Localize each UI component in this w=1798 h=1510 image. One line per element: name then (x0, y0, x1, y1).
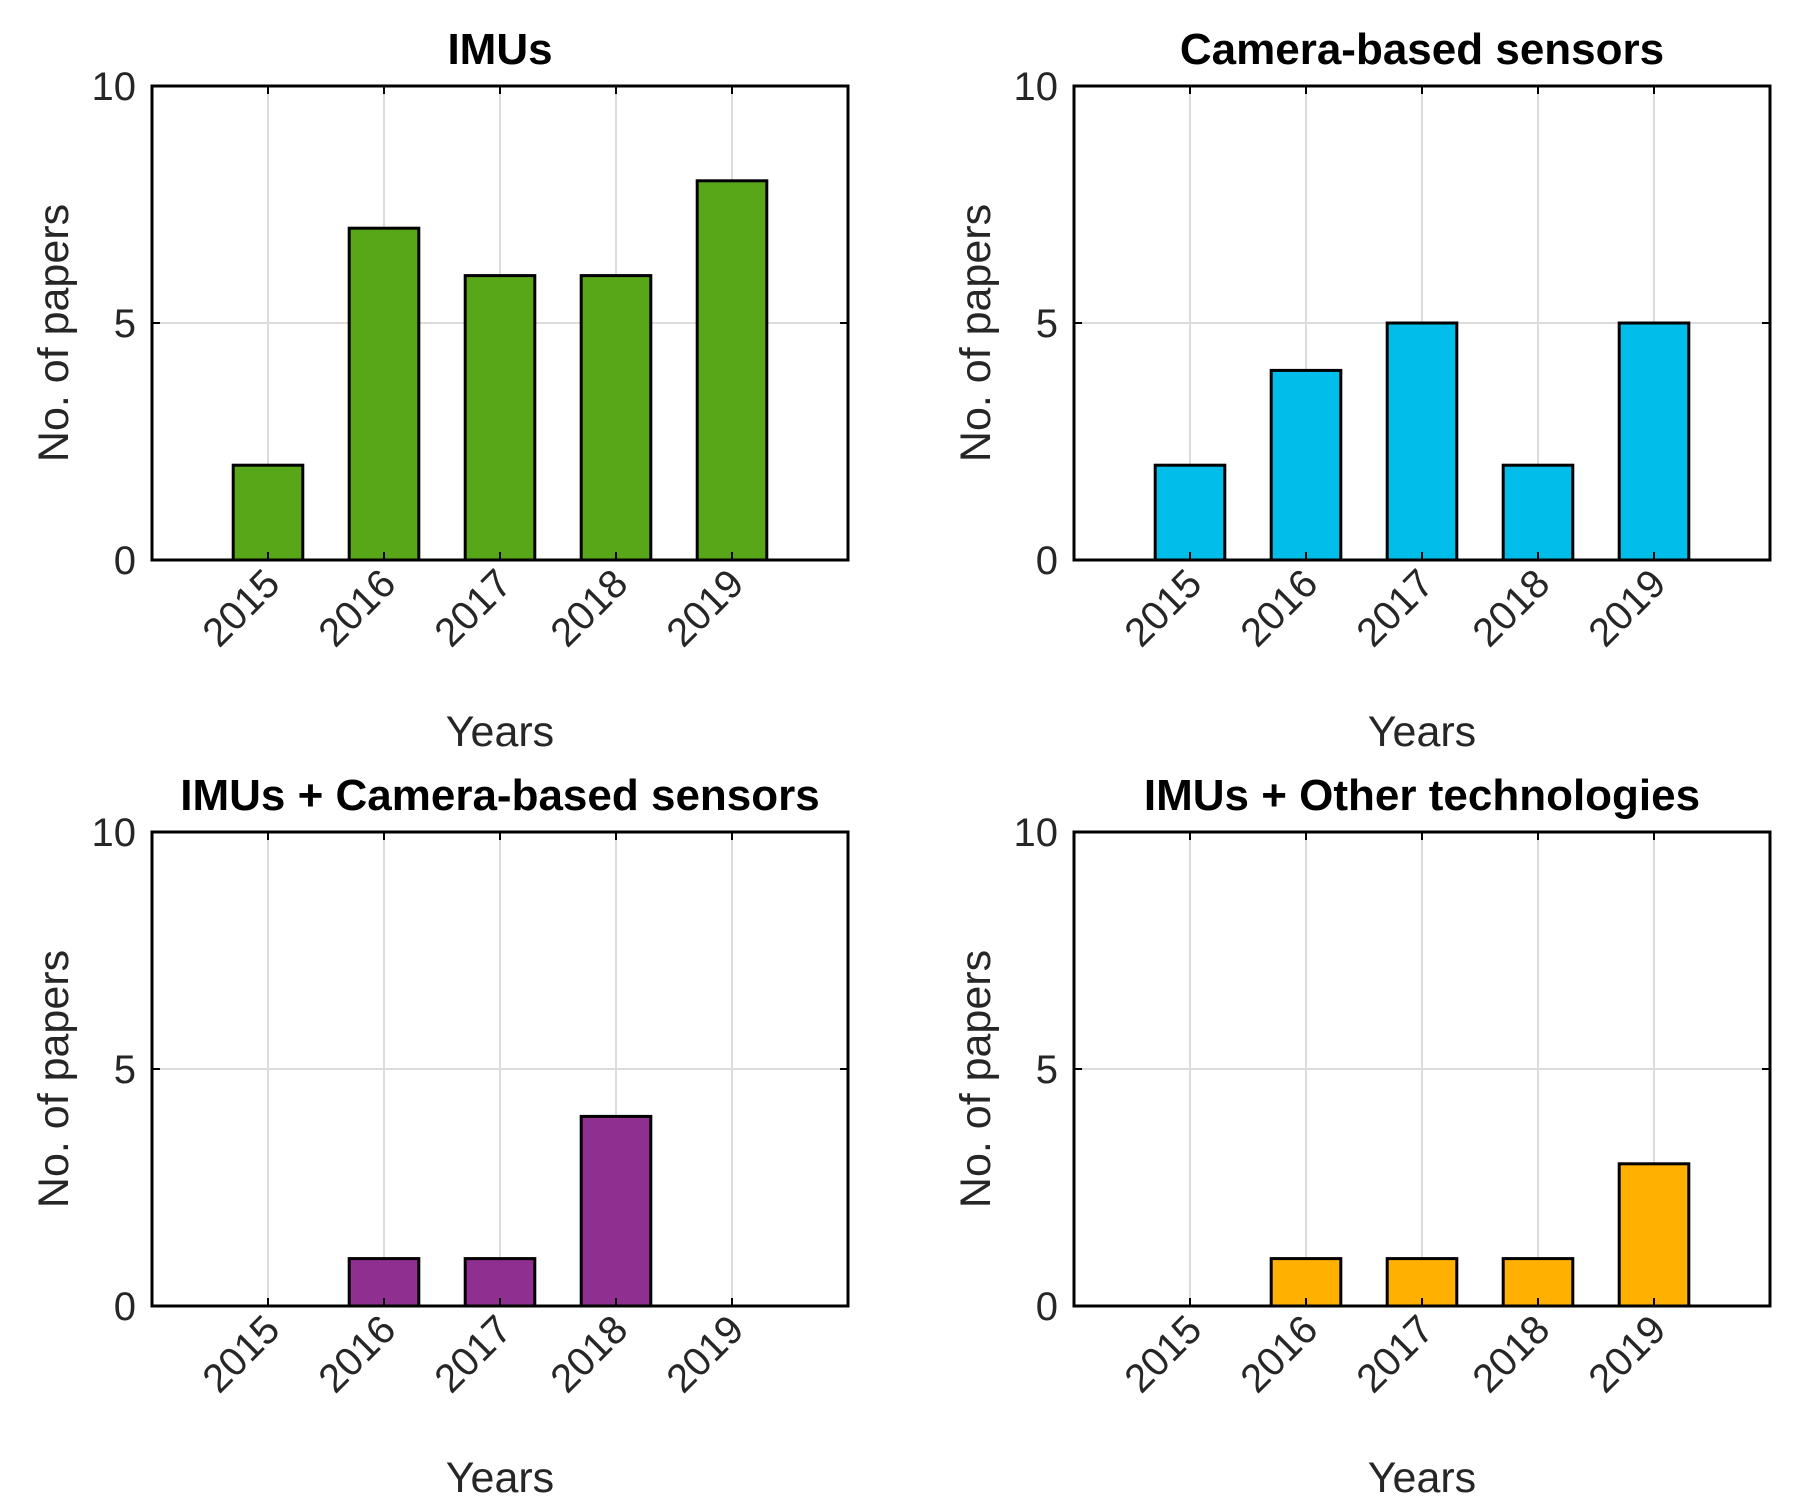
x-tick-label-2015: 2015 (1116, 561, 1210, 655)
x-tick-label-2016: 2016 (1232, 1307, 1326, 1401)
y-tick-label: 10 (92, 811, 137, 855)
chart-panel-2: 0 5 10 2015 2016 2017 2018 2019 Camera-based sen… (952, 25, 1772, 756)
bar-2018 (579, 274, 653, 562)
x-tick-label-2017: 2017 (1348, 1307, 1442, 1401)
x-tick-label-2018: 2018 (542, 561, 636, 655)
y-axis-label: No. of papers (30, 204, 78, 462)
bar-2017 (1385, 321, 1459, 562)
y-tick-label: 5 (114, 302, 136, 346)
x-tick-label-2018: 2018 (542, 1307, 636, 1401)
bar-2015 (231, 463, 305, 562)
x-tick-label-2015: 2015 (194, 561, 288, 655)
y-tick-label: 10 (92, 65, 137, 109)
y-tick-label: 0 (114, 1285, 136, 1329)
x-tick-label-2019: 2019 (658, 561, 752, 655)
x-axis-label: Years (446, 708, 554, 756)
x-tick-label-2017: 2017 (426, 561, 520, 655)
x-tick-label-2015: 2015 (194, 1307, 288, 1401)
x-tick-label-2016: 2016 (310, 561, 404, 655)
bar-2019 (1617, 1162, 1691, 1308)
y-axis-label: No. of papers (952, 950, 1000, 1208)
bar-2017 (463, 274, 537, 562)
x-tick-label-2019: 2019 (1580, 561, 1674, 655)
x-tick-label-2016: 2016 (310, 1307, 404, 1401)
bar-2016 (1269, 368, 1343, 562)
x-tick-label-2018: 2018 (1464, 1307, 1558, 1401)
y-tick-label: 10 (1014, 811, 1059, 855)
x-tick-label-2016: 2016 (1232, 561, 1326, 655)
chart-panel-3: 0 5 10 2015 2016 2017 2018 2019 IMUs + Camera-ba… (30, 771, 850, 1502)
y-tick-label: 0 (1036, 1285, 1058, 1329)
y-axis-label: No. of papers (952, 204, 1000, 462)
bar-2018 (579, 1114, 653, 1308)
x-tick-label-2019: 2019 (1580, 1307, 1674, 1401)
x-axis-label: Years (1368, 1454, 1476, 1502)
x-tick-label-2019: 2019 (658, 1307, 752, 1401)
chart-title: IMUs + Camera-based sensors (180, 771, 820, 820)
chart-title: IMUs (447, 25, 552, 74)
y-axis-label: No. of papers (30, 950, 78, 1208)
bar-2015 (1153, 463, 1227, 562)
y-tick-label: 10 (1014, 65, 1059, 109)
bar-2019 (695, 179, 769, 562)
bar-2016 (347, 226, 421, 562)
chart-panel-4: 0 5 10 2015 2016 2017 2018 2019 IMUs + Other tec… (952, 771, 1772, 1502)
x-tick-label-2017: 2017 (426, 1307, 520, 1401)
bar-2018 (1501, 463, 1575, 562)
y-tick-label: 5 (1036, 302, 1058, 346)
chart-title: IMUs + Other technologies (1144, 771, 1700, 820)
y-tick-label: 5 (114, 1048, 136, 1092)
y-tick-label: 5 (1036, 1048, 1058, 1092)
x-tick-label-2017: 2017 (1348, 561, 1442, 655)
x-axis-label: Years (1368, 708, 1476, 756)
y-tick-label: 0 (114, 539, 136, 583)
x-tick-label-2015: 2015 (1116, 1307, 1210, 1401)
y-tick-label: 0 (1036, 539, 1058, 583)
chart-title: Camera-based sensors (1180, 25, 1664, 74)
bar-2019 (1617, 321, 1691, 562)
chart-panel-1: 0 5 10 2015 2016 2017 2018 2019 IMUs Years No. of … (30, 25, 850, 756)
x-tick-label-2018: 2018 (1464, 561, 1558, 655)
x-axis-label: Years (446, 1454, 554, 1502)
